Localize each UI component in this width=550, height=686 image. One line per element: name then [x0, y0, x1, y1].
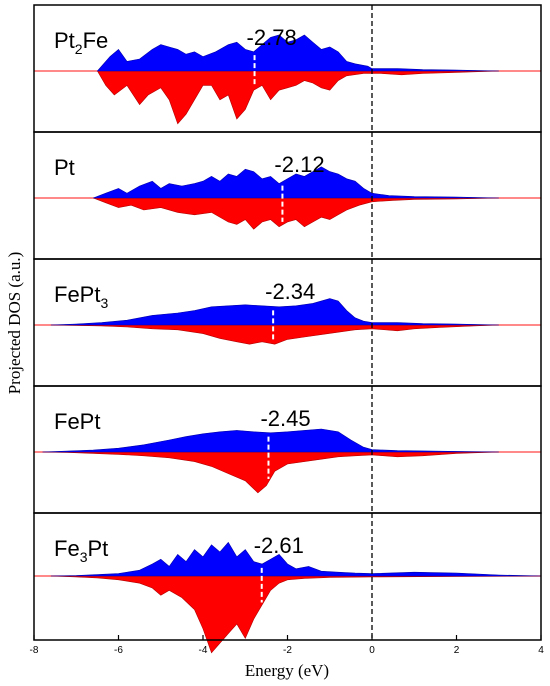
material-name: Pt: [54, 28, 75, 53]
panel-2: Pt -2.12: [33, 131, 542, 260]
panel-5: Fe3Pt -2.61: [33, 512, 542, 654]
d-band-center-value: -2.78: [247, 25, 297, 50]
d-band-center-value: -2.45: [260, 406, 310, 431]
y-axis-label: Projected DOS (a.u.): [5, 252, 24, 395]
x-tick-label: 4: [538, 645, 544, 656]
material-name: Fe: [54, 536, 80, 561]
x-axis-ticks: -8 -6 -4 -2 0 2 4: [30, 635, 544, 656]
x-tick-label: -2: [283, 645, 292, 656]
material-name: FePt: [54, 282, 100, 307]
d-band-center-value: -2.34: [265, 279, 315, 304]
spin-down-area: [50, 324, 499, 345]
spin-up-area: [93, 166, 499, 199]
x-tick-label: -6: [114, 645, 123, 656]
material-name: FePt: [54, 409, 100, 434]
material-name: Pt: [54, 155, 75, 180]
spin-up-area: [50, 541, 542, 577]
x-axis-label: Energy (eV): [245, 661, 329, 680]
spin-up-area: [96, 34, 499, 72]
x-tick-label: 0: [369, 645, 375, 656]
d-band-center-value: -2.12: [274, 152, 324, 177]
d-band-center-value: -2.61: [254, 533, 304, 558]
panel-3: FePt3 -2.34: [33, 258, 542, 387]
spin-down-area: [96, 70, 499, 125]
material-label: Fe3Pt: [54, 536, 108, 565]
material-label: FePt: [54, 409, 100, 434]
spin-down-area: [42, 451, 499, 494]
material-label: FePt3: [54, 282, 108, 311]
spin-up-area: [50, 298, 499, 326]
material-suffix: Pt: [87, 536, 108, 561]
panel-1: Pt2Fe -2.78: [33, 4, 542, 133]
material-subscript: 3: [80, 549, 88, 565]
panel-4: FePt -2.45: [33, 385, 542, 514]
material-label: Pt2Fe: [54, 28, 108, 57]
x-tick-label: 2: [454, 645, 460, 656]
x-tick-label: -8: [30, 645, 39, 656]
spin-down-area: [50, 575, 542, 654]
material-subscript: 2: [75, 41, 83, 57]
material-label: Pt: [54, 155, 75, 180]
spin-down-area: [93, 197, 499, 230]
material-subscript: 3: [100, 295, 108, 311]
x-tick-label: -4: [199, 645, 208, 656]
material-suffix: Fe: [83, 28, 109, 53]
spin-up-area: [42, 428, 499, 453]
